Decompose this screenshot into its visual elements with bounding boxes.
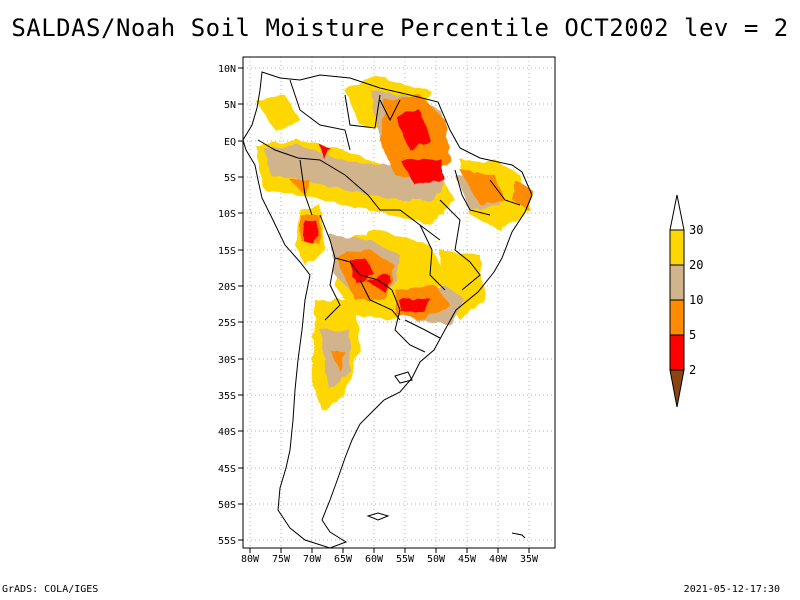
colorbar-20-30 bbox=[669, 229, 685, 266]
lat-tick-marks bbox=[238, 67, 243, 541]
lon-tick-label: 75W bbox=[272, 554, 291, 565]
lon-tick-marks bbox=[249, 548, 530, 553]
lon-tick-label: 70W bbox=[303, 554, 322, 565]
colorbar-label: 2 bbox=[689, 363, 696, 377]
colorbar-labels: 30 20 10 5 2 bbox=[689, 223, 703, 377]
colorbar-10-20 bbox=[669, 264, 685, 301]
lon-tick-label: 35W bbox=[520, 554, 539, 565]
colorbar-legend bbox=[669, 194, 685, 408]
lat-tick-label: 45S bbox=[218, 464, 236, 475]
colorbar-label: 10 bbox=[689, 293, 703, 307]
lon-tick-labels: 80W 75W 70W 65W 60W 55W 50W 45W 40W 35W bbox=[241, 554, 539, 565]
islands bbox=[366, 371, 526, 539]
lat-tick-label: 40S bbox=[218, 427, 236, 438]
continent-outline bbox=[242, 71, 533, 549]
lat-tick-label: 55S bbox=[218, 536, 236, 547]
lon-tick-label: 40W bbox=[489, 554, 508, 565]
lat-tick-label: 10S bbox=[218, 209, 236, 220]
lon-tick-label: 55W bbox=[396, 554, 415, 565]
colorbar-below-2 bbox=[669, 369, 685, 408]
lat-tick-label: 30S bbox=[218, 355, 236, 366]
colorbar-label: 20 bbox=[689, 258, 703, 272]
footer-timestamp: 2021-05-12-17:30 bbox=[683, 584, 780, 595]
lat-tick-label: 20S bbox=[218, 282, 236, 293]
lat-tick-label: 25S bbox=[218, 318, 236, 329]
chart-title: SALDAS/Noah Soil Moisture Percentile OCT… bbox=[11, 14, 789, 42]
lat-tick-label: 15S bbox=[218, 246, 236, 257]
colorbar-label: 30 bbox=[689, 223, 703, 237]
percentile-shading bbox=[255, 75, 532, 410]
lon-tick-label: 60W bbox=[365, 554, 384, 565]
lat-tick-label: EQ bbox=[224, 137, 236, 148]
lon-tick-label: 45W bbox=[458, 554, 477, 565]
map-frame bbox=[242, 56, 556, 549]
lat-tick-labels: 10N 5N EQ 5S 10S 15S 20S 25S 30S 35S 40S… bbox=[218, 64, 236, 547]
lat-tick-label: 10N bbox=[218, 64, 236, 75]
colorbar-5-10 bbox=[669, 299, 685, 336]
lon-tick-label: 50W bbox=[427, 554, 446, 565]
lat-tick-label: 50S bbox=[218, 500, 236, 511]
colorbar-2-5 bbox=[669, 334, 685, 371]
footer-credit: GrADS: COLA/IGES bbox=[2, 584, 99, 595]
colorbar-above-30 bbox=[669, 194, 685, 231]
lon-tick-label: 80W bbox=[241, 554, 260, 565]
lat-tick-label: 5S bbox=[224, 173, 236, 184]
lon-tick-label: 65W bbox=[334, 554, 353, 565]
lat-tick-label: 35S bbox=[218, 391, 236, 402]
colorbar-label: 5 bbox=[689, 328, 696, 342]
lat-tick-label: 5N bbox=[224, 100, 236, 111]
